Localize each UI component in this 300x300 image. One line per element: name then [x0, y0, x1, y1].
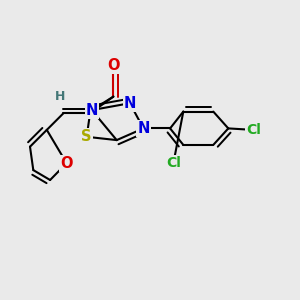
- Text: Cl: Cl: [166, 156, 181, 170]
- Text: N: N: [85, 103, 98, 118]
- Text: Cl: Cl: [246, 123, 261, 137]
- Text: H: H: [55, 90, 65, 103]
- Text: O: O: [107, 58, 120, 73]
- Text: S: S: [81, 129, 92, 144]
- Text: N: N: [124, 96, 136, 111]
- Text: N: N: [137, 121, 150, 136]
- Text: O: O: [60, 156, 73, 171]
